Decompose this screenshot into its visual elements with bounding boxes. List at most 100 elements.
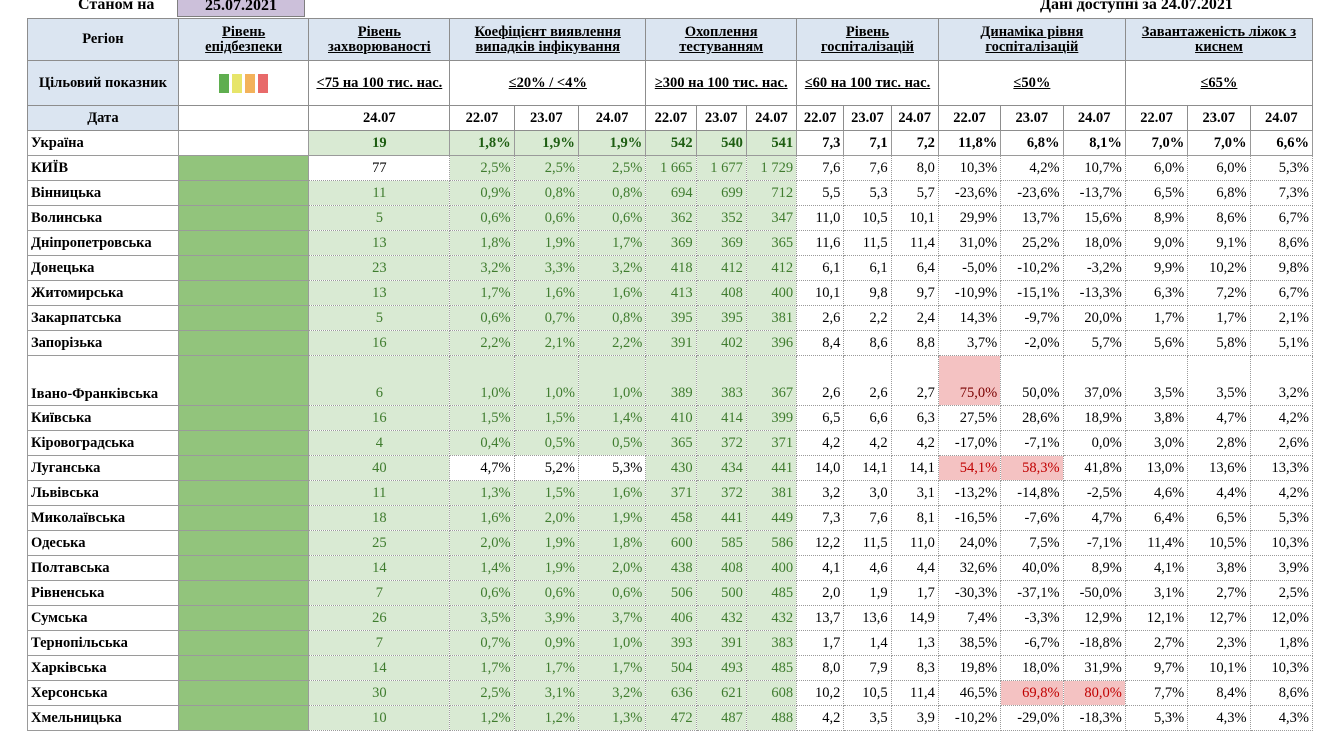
testing-cell: 438 [645,555,697,581]
testing-cell: 395 [645,305,697,331]
testing-cell: 541 [745,130,798,156]
oxygen-beds-cell: 7,3% [1249,180,1314,206]
testing-cell: 400 [745,555,798,581]
table-row-ukraine: Україна 19 1,8% 1,9% 1,9% 542 540 541 7,3 7,1 7,2 1… [27,130,1314,156]
detection-cell: 0,9% [449,180,515,206]
hospitalization-cell: 7,9 [843,655,892,681]
data-available-label: Дані доступні за [1040,0,1157,13]
testing-cell: 432 [695,605,747,631]
testing-cell: 371 [645,480,697,506]
testing-cell: 391 [695,630,747,656]
region-name: Харківська [27,655,179,681]
oxygen-beds-cell: 1,7% [1187,305,1251,331]
oxygen-beds-cell: 3,1% [1124,580,1189,606]
incidence-cell: 30 [308,680,451,706]
hospitalization-cell: 3,9 [890,705,939,731]
incidence-cell: 25 [308,530,451,556]
legend-swatch [232,73,243,93]
hosp-dynamics-cell: 31,0% [937,230,1002,256]
epi-level-cell [177,430,310,456]
oxygen-beds-cell: 6,8% [1187,180,1251,206]
detection-cell: 2,5% [449,155,515,181]
testing-cell: 488 [745,705,798,731]
region-name: КИЇВ [27,155,179,181]
color-legend [219,73,269,93]
incidence-cell: 26 [308,605,451,631]
epi-level-cell [177,605,310,631]
testing-cell: 402 [695,330,747,356]
region-name: Одеська [27,530,179,556]
detection-cell: 1,6% [577,280,647,306]
hosp-dynamics-cell: -18,3% [1062,705,1126,731]
detection-cell: 2,5% [513,155,579,181]
oxygen-beds-cell: 6,0% [1187,155,1251,181]
hospitalization-cell: 2,4 [890,305,939,331]
hospitalization-cell: 12,2 [796,530,845,556]
hospitalization-cell: 7,3 [796,130,845,156]
table-row: КИЇВ 77 2,5% 2,5% 2,5% 1 665 1 677 1 729 7,6 7,6 8… [27,155,1314,181]
hospitalization-cell: 1,9 [843,580,892,606]
hosp-dynamics-cell: -7,1% [1062,530,1126,556]
hosp-dynamics-cell: 10,3% [937,155,1002,181]
incidence-cell: 6 [308,355,451,406]
hosp-dynamics-cell: 40,0% [1000,555,1064,581]
incidence-cell: 13 [308,230,451,256]
testing-cell: 400 [745,280,798,306]
epi-level-cell [177,555,310,581]
hosp-dynamics-cell: 19,8% [937,655,1002,681]
incidence-cell: 40 [308,455,451,481]
oxygen-beds-cell: 12,7% [1187,605,1251,631]
hosp-dynamics-cell: -10,9% [937,280,1002,306]
detection-cell: 1,8% [449,230,515,256]
testing-cell: 414 [695,405,747,431]
table-row: Запорізька 16 2,2% 2,1% 2,2% 391 402 396 8,4 8,6 8… [27,330,1314,356]
hosp-dynamics-cell: -13,7% [1062,180,1126,206]
incidence-cell: 4 [308,430,451,456]
incidence-cell: 19 [308,130,451,156]
hosp-dynamics-cell: 75,0% [937,355,1002,406]
oxygen-beds-cell: 10,5% [1187,530,1251,556]
oxygen-beds-cell: 8,6% [1187,205,1251,231]
detection-cell: 1,5% [513,480,579,506]
oxygen-beds-cell: 2,3% [1187,630,1251,656]
oxygen-beds-cell: 2,6% [1249,430,1314,456]
region-name: Івано-Франківська [27,355,179,406]
oxygen-beds-cell: 9,0% [1124,230,1189,256]
detection-cell: 1,2% [449,705,515,731]
oxygen-beds-cell: 8,6% [1249,230,1314,256]
hosp-dynamics-cell: 25,2% [1000,230,1064,256]
epi-level-cell [177,130,310,156]
detection-cell: 1,3% [577,705,647,731]
legend-swatch [258,73,269,93]
testing-cell: 365 [645,430,697,456]
oxygen-beds-cell: 12,1% [1124,605,1189,631]
testing-cell: 694 [645,180,697,206]
detection-cell: 0,5% [577,430,647,456]
region-name: Вінницька [27,180,179,206]
hospitalization-cell: 11,6 [796,230,845,256]
detection-cell: 5,3% [577,455,647,481]
hospitalization-cell: 4,2 [796,430,845,456]
hospitalization-cell: 7,6 [843,505,892,531]
oxygen-beds-cell: 10,2% [1187,255,1251,281]
oxygen-beds-cell: 5,8% [1187,330,1251,356]
oxygen-beds-cell: 9,8% [1249,255,1314,281]
region-name: Тернопільська [27,630,179,656]
oxygen-beds-cell: 7,0% [1187,130,1251,156]
hosp-dynamics-cell: 12,9% [1062,605,1126,631]
table-row: Кіровоградська 4 0,4% 0,5% 0,5% 365 372 371 4,2 4… [27,430,1314,456]
region-name: Херсонська [27,680,179,706]
col-region: Регіон [27,18,179,61]
incidence-cell: 14 [308,655,451,681]
hospitalization-cell: 4,2 [796,705,845,731]
detection-cell: 3,7% [577,605,647,631]
hospitalization-cell: 10,2 [796,680,845,706]
hospitalization-cell: 7,6 [796,155,845,181]
table-row: Тернопільська 7 0,7% 0,9% 1,0% 393 391 383 1,7 1,… [27,630,1314,656]
table-row: Полтавська 14 1,4% 1,9% 2,0% 438 408 400 4,1 4,6 4… [27,555,1314,581]
detection-cell: 2,2% [449,330,515,356]
oxygen-beds-cell: 4,7% [1187,405,1251,431]
table-row: Херсонська 30 2,5% 3,1% 3,2% 636 621 608 10,2 10,… [27,680,1314,706]
hospitalization-cell: 4,4 [890,555,939,581]
hosp-dynamics-cell: -17,0% [937,430,1002,456]
